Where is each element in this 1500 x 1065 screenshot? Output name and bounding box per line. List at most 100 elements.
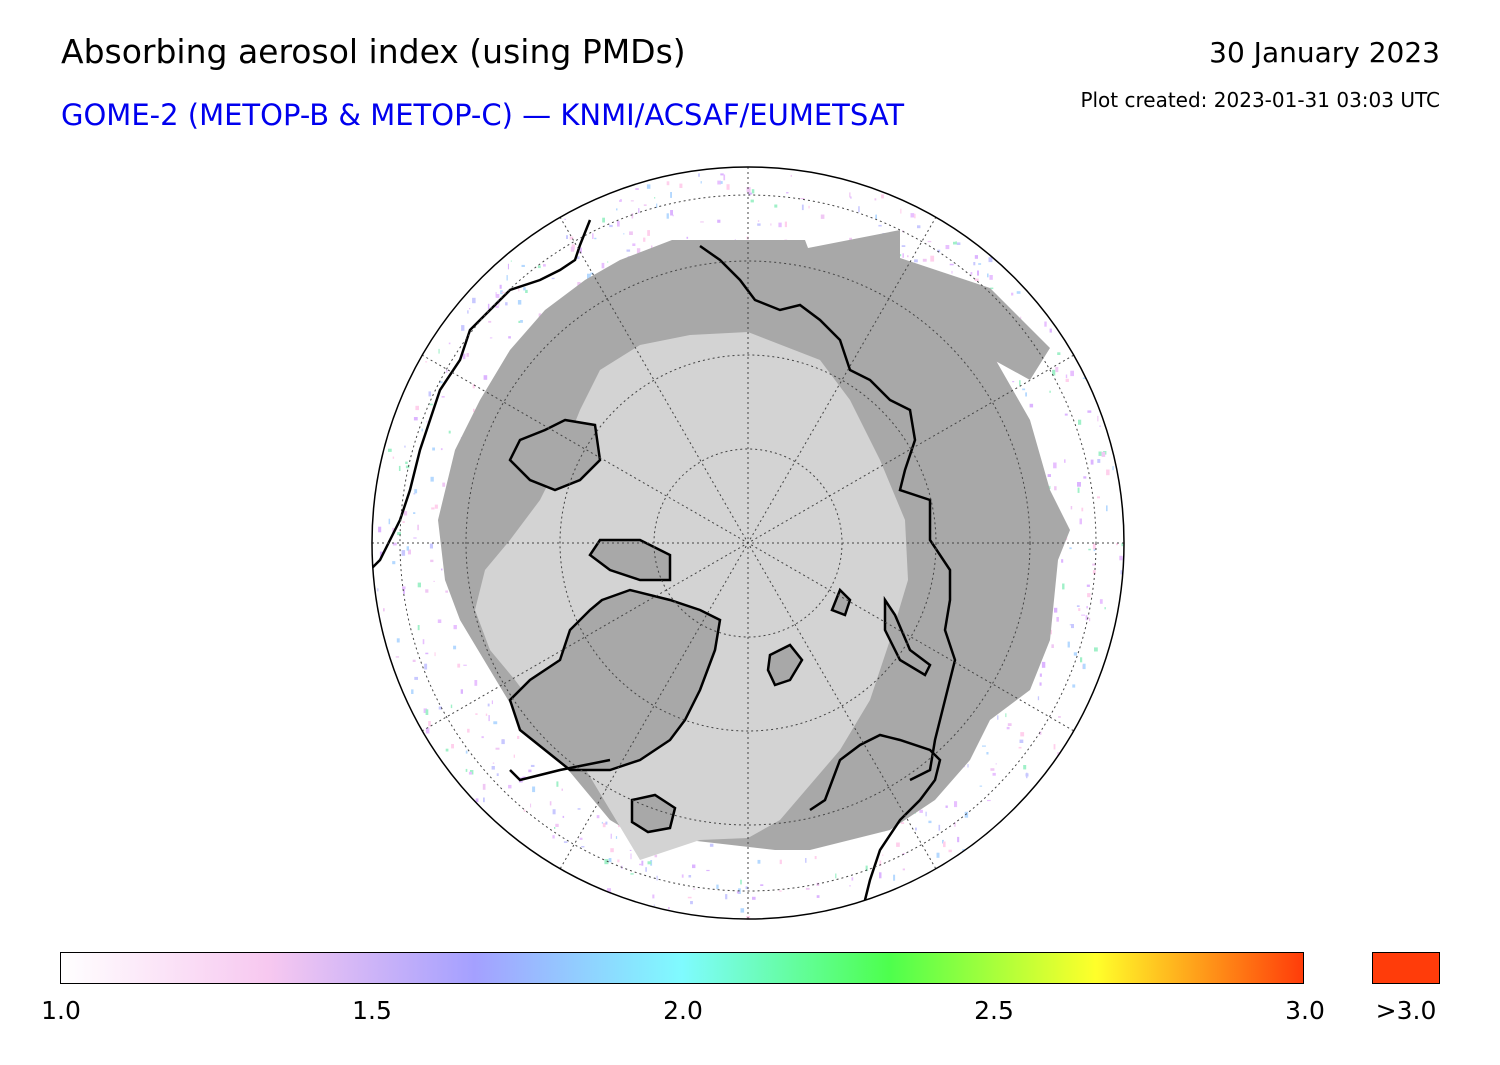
aerosol-speckle: [1087, 593, 1091, 598]
aerosol-speckle: [473, 408, 475, 413]
date-label: 30 January 2023: [1209, 36, 1440, 69]
map-boundary: [371, 166, 1125, 920]
aerosol-speckle: [879, 872, 882, 879]
aerosol-speckle: [439, 381, 443, 384]
aerosol-speckle: [432, 447, 435, 451]
aerosol-speckle: [1089, 617, 1091, 622]
aerosol-speckle: [849, 885, 851, 887]
aerosol-speckle: [784, 221, 787, 228]
aerosol-speckle: [487, 703, 490, 707]
aerosol-speckle: [461, 325, 465, 331]
aerosol-speckle: [835, 873, 837, 879]
aerosol-speckle: [398, 465, 401, 471]
aerosol-speckle: [467, 728, 470, 733]
aerosol-speckle: [495, 292, 497, 298]
aerosol-speckle: [496, 773, 499, 776]
aerosol-speckle: [973, 262, 976, 266]
aerosol-speckle: [896, 842, 900, 847]
aerosol-speckle: [377, 588, 379, 592]
aerosol-speckle: [927, 240, 932, 243]
novaya-zemlya: [883, 595, 932, 677]
aerosol-speckle: [925, 811, 927, 817]
aerosol-speckle: [865, 865, 868, 872]
aerosol-speckle: [592, 233, 594, 239]
aerosol-speckle: [425, 361, 428, 363]
aerosol-speckle: [570, 246, 575, 252]
aerosol-speckle: [1099, 425, 1101, 427]
aerosol-speckle: [630, 853, 632, 860]
aerosol-speckle: [692, 888, 696, 890]
map-title: Absorbing aerosol index (using PMDs): [61, 32, 686, 71]
aerosol-speckle: [740, 908, 745, 913]
aerosol-speckle: [505, 302, 508, 306]
aerosol-speckle: [690, 901, 693, 905]
aerosol-speckle: [954, 801, 958, 808]
aerosol-speckle: [647, 861, 652, 865]
aerosol-speckle: [465, 768, 468, 772]
aerosol-speckle: [992, 772, 996, 776]
map-subtitle: GOME-2 (METOP-B & METOP-C) — KNMI/ACSAF/…: [61, 98, 905, 132]
aerosol-speckle: [508, 336, 511, 339]
aerosol-speckle: [750, 199, 754, 203]
aerosol-speckle: [849, 192, 851, 198]
aerosol-speckle: [388, 518, 391, 525]
aerosol-speckle: [495, 305, 499, 308]
greenland: [508, 588, 722, 772]
aerosol-speckle: [820, 214, 825, 219]
aerosol-speckle: [1019, 739, 1024, 743]
aerosol-speckle: [530, 764, 535, 767]
aerosol-speckle: [670, 210, 673, 216]
aerosol-speckle: [491, 700, 493, 705]
aerosol-speckle: [1082, 377, 1086, 379]
aerosol-speckle: [746, 187, 751, 193]
aerosol-speckle: [510, 260, 512, 262]
aerosol-speckle: [489, 337, 493, 339]
aerosol-speckle: [414, 676, 418, 680]
aerosol-speckle: [530, 803, 532, 808]
aerosol-speckle: [1094, 647, 1098, 652]
aerosol-speckle: [668, 907, 670, 910]
aerosol-speckle: [555, 823, 559, 827]
aerosol-speckle: [1090, 459, 1094, 465]
aerosol-speckle: [401, 550, 406, 556]
aerosol-speckle: [974, 255, 978, 259]
franz-josef-land: [830, 587, 852, 617]
aerosol-speckle: [523, 809, 526, 812]
aerosol-speckle: [988, 257, 993, 263]
coastline-asia: [699, 244, 957, 782]
aerosol-speckle: [990, 287, 994, 290]
aerosol-speckle: [878, 224, 882, 227]
aerosol-speckle: [594, 237, 597, 240]
aerosol-speckle: [979, 785, 983, 787]
aerosol-speckle: [520, 320, 523, 323]
aerosol-speckle: [1097, 496, 1100, 499]
aerosol-speckle: [493, 721, 498, 725]
aerosol-speckle: [1106, 469, 1110, 476]
aerosol-speckle: [945, 805, 948, 808]
aerosol-speckle: [403, 588, 405, 594]
aerosol-speckle: [413, 493, 416, 495]
aerosol-speckle: [472, 297, 476, 304]
aerosol-speckle: [990, 768, 995, 771]
aerosol-speckle: [392, 561, 396, 565]
aerosol-speckle: [513, 754, 515, 758]
aerosol-speckle: [995, 763, 997, 765]
aerosol-speckle: [1077, 487, 1080, 493]
aerosol-speckle: [445, 590, 448, 593]
aerosol-speckle: [564, 218, 566, 220]
aerosol-speckle: [974, 278, 979, 282]
aerosol-speckle: [654, 197, 656, 199]
aerosol-speckle: [957, 836, 960, 843]
aerosol-speckle: [778, 222, 782, 228]
aerosol-speckle: [1065, 374, 1068, 379]
aerosol-speckle: [1039, 731, 1042, 735]
aerosol-speckle: [378, 526, 382, 533]
aerosol-speckle: [987, 799, 991, 802]
aerosol-speckle: [405, 461, 408, 464]
aerosol-speckle: [964, 811, 969, 818]
aerosol-speckle: [850, 196, 852, 199]
aerosol-speckle: [495, 294, 500, 298]
aerosol-speckle: [491, 766, 495, 770]
aerosol-speckle: [688, 875, 692, 878]
aerosol-speckle: [402, 521, 405, 523]
